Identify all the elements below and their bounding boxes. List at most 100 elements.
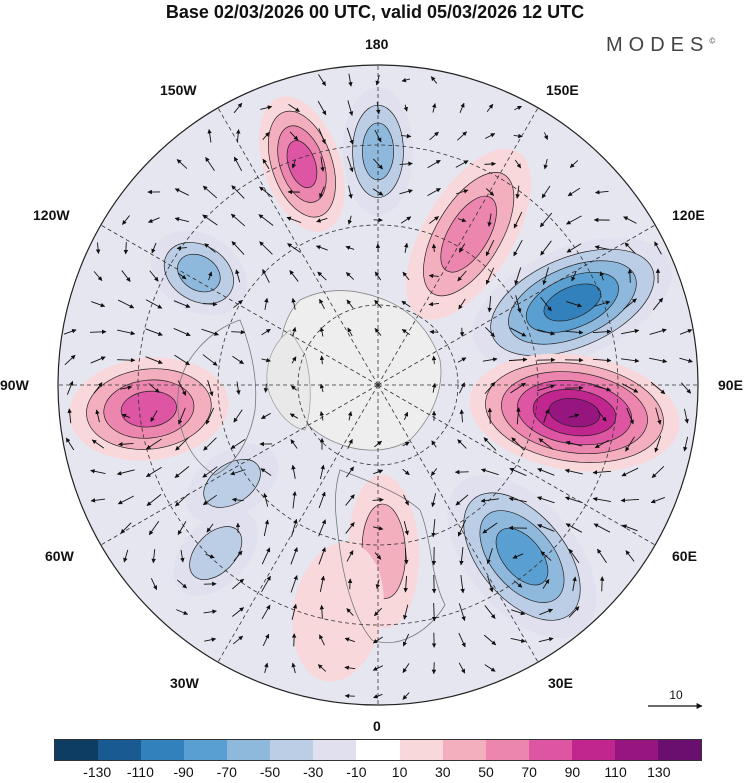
wind-arrow [624,242,636,254]
wind-arrow [459,102,465,113]
wind-arrow [289,413,299,419]
lon-label-150e: 150E [546,82,579,98]
lon-label-30w: 30W [170,675,199,691]
wind-arrow [649,357,668,364]
wind-arrow [568,413,580,418]
wind-arrow [569,160,579,168]
wind-arrow [540,296,552,312]
colorbar-tick-label: 50 [478,764,494,780]
wind-arrow [286,216,302,224]
wind-arrow [346,156,354,173]
wind-arrow [457,439,467,449]
wind-arrow [202,466,218,478]
wind-arrow [315,245,328,251]
wind-arrow [231,185,245,199]
wind-arrow [427,159,441,169]
wind-arrow [203,301,218,307]
wind-arrow [232,355,244,365]
colorbar-segment [485,740,529,760]
wind-arrow [431,103,437,113]
lon-label-60e: 60E [672,548,697,564]
wind-arrow [123,549,129,563]
wind-arrow [233,102,243,114]
wind-arrow [564,330,584,335]
wind-arrow [235,129,241,143]
wind-arrow [346,127,354,145]
wind-arrow [203,437,217,451]
colorbar-tick-label: -130 [83,764,112,780]
wind-arrow [261,547,271,565]
wind-arrow [261,575,271,593]
wind-arrow [485,239,495,257]
wind-arrow [542,579,550,589]
wind-arrow [145,328,163,336]
wind-arrow [318,128,326,144]
wind-arrow [258,214,274,226]
wind-arrow [621,467,639,477]
wind-arrow [118,441,134,447]
wind-arrow [484,605,496,619]
wind-arrow [539,212,553,228]
meridian-line [217,107,379,386]
wind-arrow [568,606,580,618]
colorbar-ticks: -130 -110 -90 -70 -50 -30 -10 10 30 50 70 90 110 130 [54,764,702,780]
colorbar-segment [528,740,572,760]
wind-arrow [177,272,187,280]
wind-arrow [347,215,353,225]
wind-arrow [174,217,190,223]
wind-arrow [319,186,325,199]
wind-arrow [593,385,612,392]
wind-arrow [374,552,382,560]
wind-arrow [460,575,465,594]
wind-arrow [567,187,581,197]
lon-label-180: 180 [365,36,389,52]
wind-arrow [348,73,353,87]
wind-arrow [516,407,521,425]
colorbar-tick-label: 130 [647,764,671,780]
lon-label-0: 0 [373,718,381,734]
wind-arrow [431,602,437,622]
wind-arrow [175,437,189,451]
anomaly-contour [177,253,221,293]
wind-arrow [537,329,556,336]
wind-arrow [347,578,353,590]
wind-arrow [431,243,437,252]
wind-arrow [680,382,692,394]
wind-arrow [290,575,298,593]
meridian-line [217,384,379,663]
wind-arrow [291,356,297,364]
wind-arrow [374,328,382,336]
wind-arrow [514,159,522,169]
wind-arrow [508,357,528,362]
wind-arrow [202,354,218,366]
wind-arrow [204,637,217,642]
wind-arrow [402,692,410,700]
wind-arrow [625,550,635,562]
wind-arrow [621,328,640,335]
modes-logo: MODES© [606,34,715,57]
wind-arrow [230,469,246,476]
wind-arrow [174,188,189,196]
wind-arrow [372,526,384,531]
scale-vector: 10 [648,688,704,718]
scale-arrow [648,703,703,709]
wind-arrow [174,354,190,366]
wind-arrow [597,410,607,422]
wind-arrow [455,160,469,168]
wind-arrow [428,273,439,279]
wind-arrow [625,436,635,452]
anomaly-contour [543,283,602,322]
wind-arrow [233,409,243,423]
wind-arrow [402,468,410,476]
colorbar-segment [184,740,228,760]
wind-arrow [95,409,100,423]
wind-arrow [290,547,298,565]
wind-arrow [594,245,610,250]
wind-arrow [655,407,662,425]
wind-arrow [289,131,299,141]
wind-arrow [593,300,611,307]
wind-arrow [571,270,577,282]
wind-arrow [319,326,325,337]
wind-arrow [457,357,467,363]
wind-arrow [204,243,216,253]
